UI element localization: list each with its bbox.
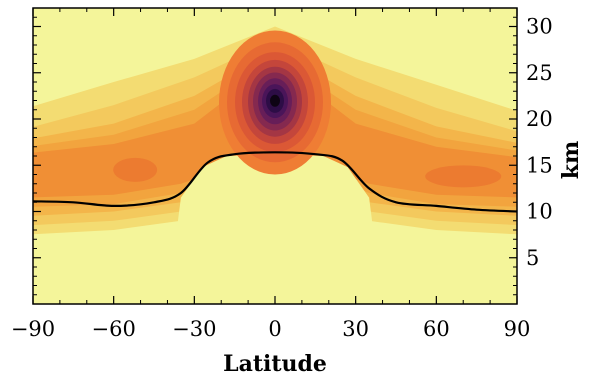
y-tick-label: 10 [526, 200, 553, 224]
y-axis: 5 10 15 20 25 30 [33, 15, 553, 296]
line-series [33, 151, 517, 213]
y-tick-label: 5 [526, 246, 539, 270]
contour-peak-ring [270, 94, 280, 107]
x-axis: −90 −60 −30 0 30 60 90 [11, 8, 531, 341]
y-axis-label: km [558, 141, 584, 180]
x-tick-label: 90 [504, 317, 531, 341]
y-tick-label: 30 [526, 15, 553, 39]
x-tick-label: 60 [423, 317, 450, 341]
x-tick-label: −30 [172, 317, 216, 341]
filled-contours [33, 26, 517, 304]
x-tick-label: −60 [92, 317, 136, 341]
plot-area [33, 8, 517, 304]
contour-lobe-north [425, 165, 502, 188]
x-tick-label: 0 [268, 317, 281, 341]
x-tick-label: −90 [11, 317, 55, 341]
y-tick-label: 15 [526, 153, 553, 177]
x-tick-label: 30 [342, 317, 369, 341]
y-tick-label: 20 [526, 107, 553, 131]
x-axis-label: Latitude [223, 351, 327, 377]
y-tick-label: 25 [526, 61, 553, 85]
contour-lobe-south [113, 157, 158, 182]
contour-low-region [167, 154, 383, 304]
